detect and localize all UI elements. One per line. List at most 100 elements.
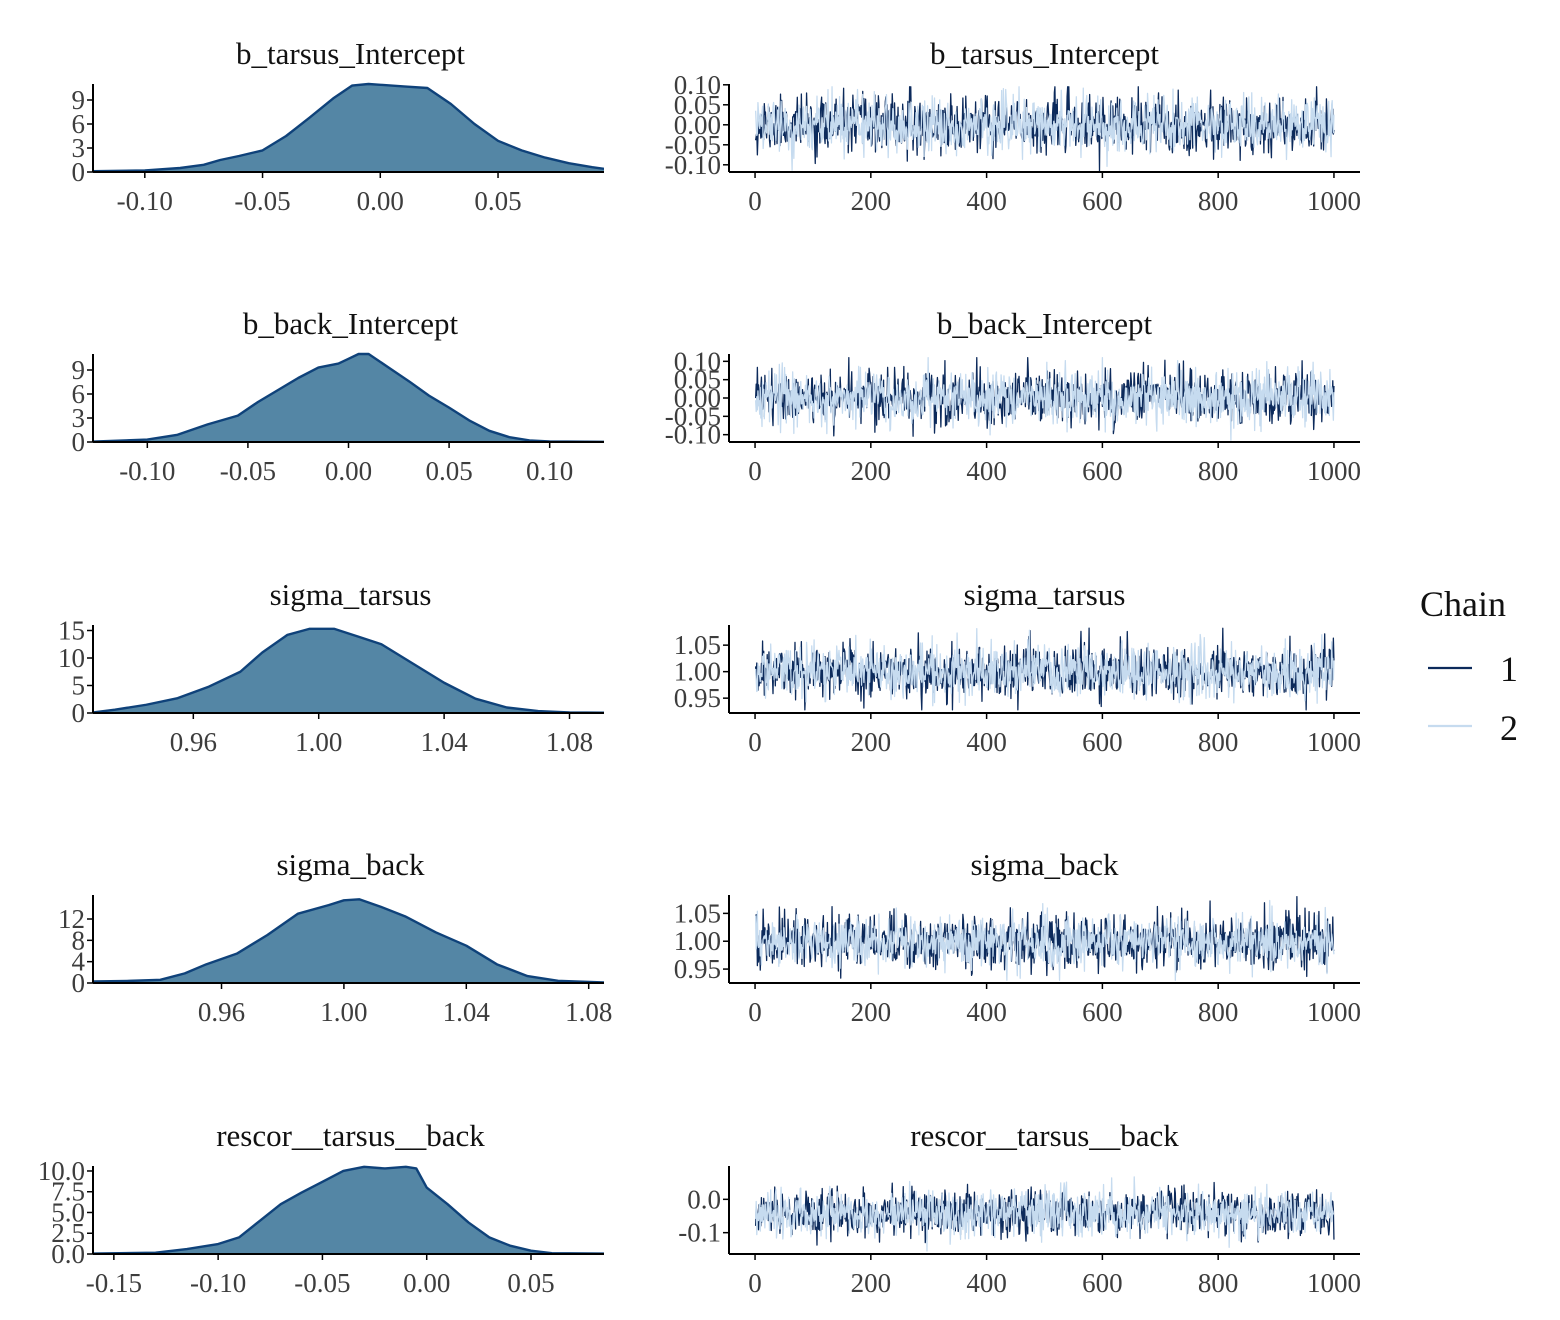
trace-y-tick-label: 0.05 bbox=[674, 365, 721, 395]
density-panel-b_back_Intercept: b_back_Intercept -0.10 -0.05 0.00 0.05 0.10 03… bbox=[72, 306, 604, 486]
trace-x-tick-label: 800 bbox=[1198, 186, 1239, 216]
density-x-tick-label: 1.00 bbox=[320, 997, 367, 1027]
trace-x-tick-label: 600 bbox=[1082, 727, 1123, 757]
density-x-tick-label: 0.05 bbox=[507, 1268, 554, 1298]
trace-y-tick-label: 0.0 bbox=[687, 1184, 721, 1214]
density-y-tick-label: 6 bbox=[72, 379, 86, 409]
density-x-tick-label: 0.05 bbox=[474, 186, 521, 216]
trace-x-tick-label: 800 bbox=[1198, 1268, 1239, 1298]
density-curve bbox=[93, 898, 604, 983]
density-y-tick-label: 15 bbox=[58, 616, 85, 646]
density-x-tick-label: -0.10 bbox=[117, 186, 173, 216]
density-y-tick-label: 0.0 bbox=[51, 1239, 85, 1269]
density-y-tick-label: 10.0 bbox=[38, 1156, 85, 1186]
density-x-tick-label: 0.96 bbox=[198, 997, 245, 1027]
density-title: rescor__tarsus__back bbox=[216, 1118, 485, 1153]
density-x-tick-label: -0.10 bbox=[190, 1268, 246, 1298]
trace-x-tick-label: 400 bbox=[966, 1268, 1007, 1298]
density-x-tick-label: 1.08 bbox=[546, 727, 593, 757]
density-area bbox=[93, 354, 604, 442]
density-title: b_back_Intercept bbox=[243, 306, 459, 341]
trace-y-tick-label: 0.95 bbox=[674, 954, 721, 984]
density-y-tick-label: 2.5 bbox=[51, 1218, 85, 1248]
density-area bbox=[93, 628, 604, 713]
density-y-tick-label: 3 bbox=[72, 133, 86, 163]
row-b_back_Intercept: b_back_Intercept-0.10 -0.05 0.00 0.05 0.1003… bbox=[72, 306, 1361, 486]
trace-chain-1 bbox=[754, 627, 1335, 711]
density-y-tick-label: 5.0 bbox=[51, 1197, 85, 1227]
density-y-tick-label: 10 bbox=[58, 643, 85, 673]
trace-x-tick-label: 800 bbox=[1198, 727, 1239, 757]
density-area bbox=[93, 1166, 604, 1254]
trace-y-tick-label: 1.05 bbox=[674, 898, 721, 928]
density-y-tick-label: 9 bbox=[72, 85, 86, 115]
trace-x-tick-label: 400 bbox=[966, 456, 1007, 486]
density-x-tick-label: -0.05 bbox=[234, 186, 290, 216]
density-y-tick-label: 0 bbox=[72, 427, 86, 457]
trace-y-tick-label: 0.00 bbox=[674, 110, 721, 140]
legend-label-chain-1: 1 bbox=[1500, 649, 1518, 689]
density-area bbox=[93, 899, 604, 983]
density-y-tick-label: 0 bbox=[72, 157, 86, 187]
trace-y-tick-label: -0.1 bbox=[678, 1218, 721, 1248]
trace-x-tick-label: 1000 bbox=[1307, 186, 1361, 216]
trace-x-tick-label: 600 bbox=[1082, 186, 1123, 216]
trace-chain-2 bbox=[754, 1176, 1335, 1252]
density-x-tick-label: -0.10 bbox=[119, 456, 175, 486]
row-b_tarsus_Intercept: b_tarsus_Intercept-0.10 -0.05 0.00 0.050369… bbox=[72, 36, 1361, 216]
trace-y-tick-label: 0.10 bbox=[674, 70, 721, 100]
trace-x-tick-label: 400 bbox=[966, 186, 1007, 216]
trace-x-tick-label: 600 bbox=[1082, 997, 1123, 1027]
trace-x-tick-label: 0 bbox=[748, 456, 762, 486]
trace-y-tick-label: -0.05 bbox=[665, 130, 721, 160]
trace-x-tick-label: 1000 bbox=[1307, 456, 1361, 486]
density-x-tick-label: 1.00 bbox=[295, 727, 342, 757]
trace-x-tick-label: 200 bbox=[851, 997, 892, 1027]
trace-title: sigma_tarsus bbox=[964, 577, 1126, 612]
density-curve bbox=[93, 1165, 604, 1254]
trace-x-tick-label: 1000 bbox=[1307, 727, 1361, 757]
trace-y-tick-label: 0.05 bbox=[674, 90, 721, 120]
trace-y-tick-label: 0.10 bbox=[674, 346, 721, 376]
density-x-tick-label: 0.00 bbox=[325, 456, 372, 486]
trace-x-tick-label: 600 bbox=[1082, 1268, 1123, 1298]
density-y-tick-label: 0 bbox=[72, 698, 86, 728]
trace-y-tick-label: 1.00 bbox=[674, 926, 721, 956]
density-y-tick-label: 9 bbox=[72, 355, 86, 385]
density-area bbox=[93, 84, 604, 172]
trace-chain-2 bbox=[754, 627, 1335, 707]
density-x-tick-label: 0.10 bbox=[526, 456, 573, 486]
density-title: sigma_back bbox=[276, 847, 425, 882]
density-curve bbox=[93, 627, 604, 713]
trace-title: b_tarsus_Intercept bbox=[930, 36, 1159, 71]
trace-title: sigma_back bbox=[970, 847, 1119, 882]
density-y-tick-label: 5 bbox=[72, 671, 86, 701]
trace-x-tick-label: 800 bbox=[1198, 997, 1239, 1027]
trace-panel-sigma_back: sigma_back 0 200 400 600 800 1000 1.051.000.95 bbox=[674, 847, 1361, 1027]
trace-x-tick-label: 200 bbox=[851, 186, 892, 216]
trace-y-tick-label: -0.05 bbox=[665, 401, 721, 431]
trace-x-tick-label: 800 bbox=[1198, 456, 1239, 486]
trace-y-tick-label: 1.00 bbox=[674, 657, 721, 687]
trace-panel-sigma_tarsus: sigma_tarsus 0 200 400 600 800 1000 1.051.000.9… bbox=[674, 577, 1361, 757]
density-x-tick-label: 0.05 bbox=[425, 456, 472, 486]
trace-x-tick-label: 0 bbox=[748, 186, 762, 216]
trace-x-tick-label: 600 bbox=[1082, 456, 1123, 486]
trace-x-tick-label: 200 bbox=[851, 456, 892, 486]
trace-chain-2 bbox=[754, 357, 1335, 441]
trace-chain-2 bbox=[754, 86, 1335, 171]
legend-label-chain-2: 2 bbox=[1500, 708, 1518, 748]
legend: Chain 1 2 bbox=[1420, 584, 1518, 748]
density-y-tick-label: 0 bbox=[72, 968, 86, 998]
trace-x-tick-label: 400 bbox=[966, 997, 1007, 1027]
trace-x-tick-label: 200 bbox=[851, 1268, 892, 1298]
panel-grid: b_tarsus_Intercept-0.10 -0.05 0.00 0.050369… bbox=[38, 36, 1361, 1298]
